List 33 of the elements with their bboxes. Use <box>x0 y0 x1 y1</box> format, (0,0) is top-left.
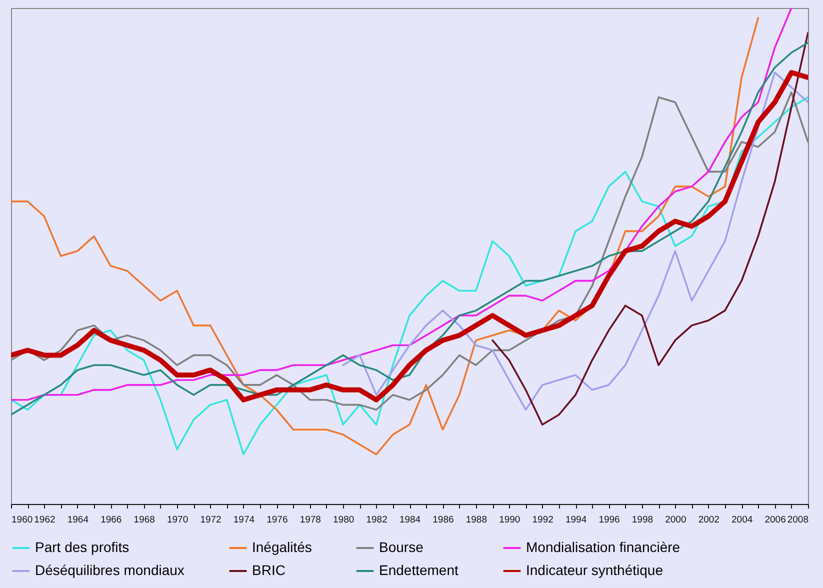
x-tick-label: 1970 <box>166 514 188 526</box>
legend-label: Part des profits <box>35 539 130 555</box>
x-tick-label: 1998 <box>632 514 654 526</box>
legend-label: Bourse <box>379 539 424 555</box>
x-tick-label: 1962 <box>34 514 56 526</box>
legend-label: Indicateur synthétique <box>526 562 664 578</box>
x-tick-label: 1996 <box>598 514 620 526</box>
x-tick-label: 1992 <box>532 514 554 526</box>
x-tick-label: 1974 <box>233 514 255 526</box>
x-tick-label: 1990 <box>499 514 520 526</box>
x-tick-label: 1988 <box>466 514 487 526</box>
legend-label: Endettement <box>379 562 458 578</box>
x-tick-label: 1978 <box>300 514 321 526</box>
x-tick-label: 2004 <box>732 514 753 526</box>
x-tick-label: 1960 <box>12 514 33 526</box>
x-tick-label: 2006 <box>764 514 786 526</box>
x-tick-label: 1994 <box>565 514 587 526</box>
x-tick-label: 2008 <box>787 514 808 526</box>
legend-label: Déséquilibres mondiaux <box>35 562 184 578</box>
legend-label: Inégalités <box>252 539 312 555</box>
legend-label: Mondialisation financière <box>526 539 680 555</box>
x-tick-label: 1964 <box>67 514 88 526</box>
x-tick-label: 1976 <box>266 514 288 526</box>
x-tick-label: 2000 <box>665 514 686 526</box>
x-tick-label: 1966 <box>100 514 122 526</box>
x-tick-label: 1980 <box>333 514 354 526</box>
x-tick-label: 1968 <box>134 514 155 526</box>
legend-label: BRIC <box>252 562 286 578</box>
x-tick-label: 1986 <box>432 514 454 526</box>
x-tick-label: 1984 <box>399 514 421 526</box>
x-tick-label: 1982 <box>366 514 388 526</box>
x-tick-label: 1972 <box>200 514 222 526</box>
x-tick-label: 2002 <box>698 514 720 526</box>
